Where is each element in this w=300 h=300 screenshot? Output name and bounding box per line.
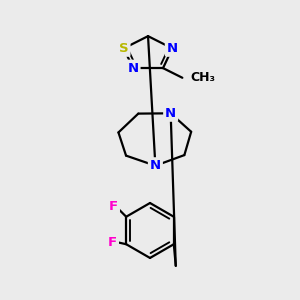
Text: N: N: [165, 107, 176, 120]
Text: CH₃: CH₃: [190, 71, 215, 84]
Text: N: N: [150, 159, 161, 172]
Text: F: F: [109, 200, 118, 213]
Text: N: N: [167, 42, 178, 55]
Text: S: S: [119, 42, 129, 55]
Text: F: F: [108, 236, 117, 249]
Text: N: N: [128, 61, 139, 75]
